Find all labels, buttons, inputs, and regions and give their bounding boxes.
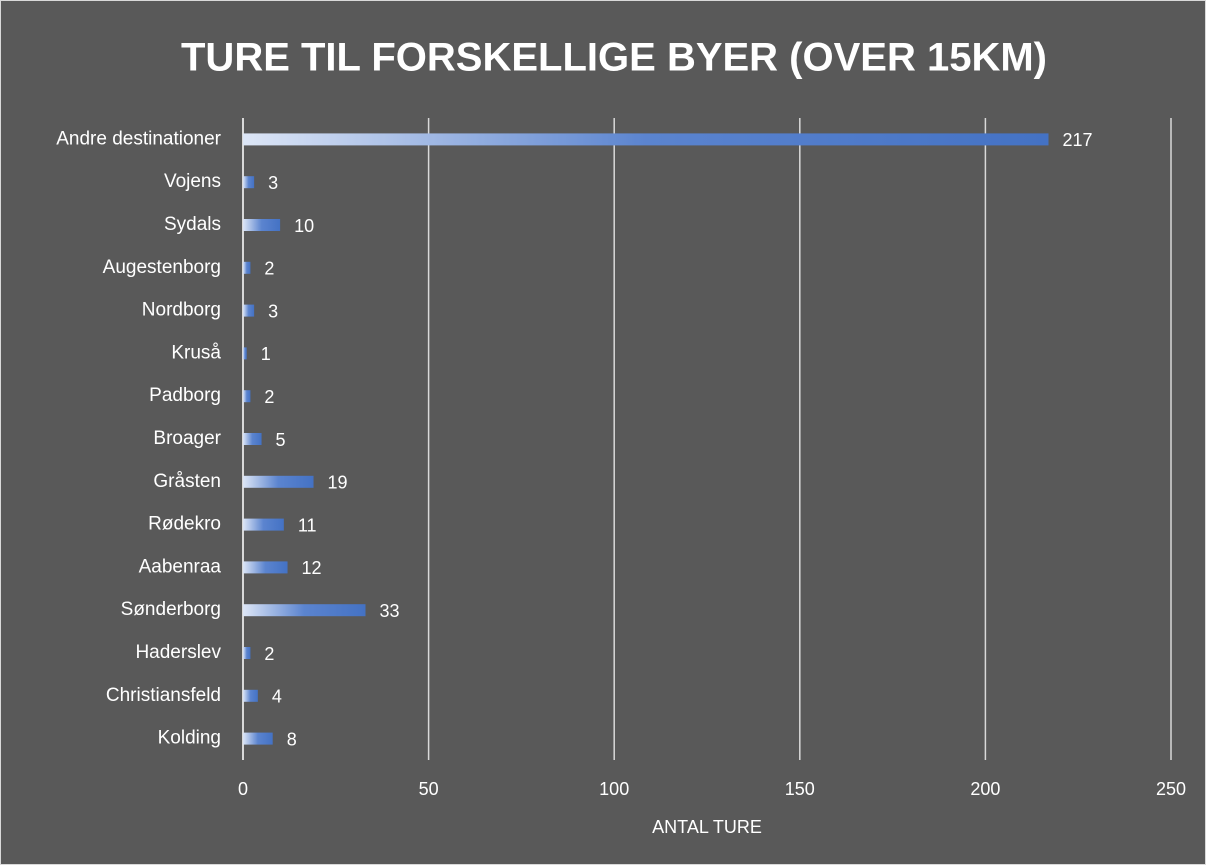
data-label: 1 [261, 344, 271, 364]
data-label: 10 [294, 216, 314, 236]
data-label: 8 [287, 729, 297, 749]
data-label: 217 [1063, 130, 1093, 150]
data-label: 33 [379, 601, 399, 621]
bar [243, 176, 255, 189]
y-tick-label: Christiansfeld [106, 685, 221, 706]
x-tick-label: 100 [599, 779, 629, 799]
y-tick-label: Padborg [149, 385, 221, 406]
bar [243, 732, 273, 745]
data-label: 19 [328, 473, 348, 493]
bar [243, 304, 255, 317]
data-label: 5 [276, 430, 286, 450]
y-tick-label: Kolding [158, 728, 221, 749]
bar [243, 561, 288, 574]
data-label: 12 [302, 558, 322, 578]
data-label: 2 [264, 387, 274, 407]
y-tick-label: Gråsten [153, 471, 221, 492]
bar [243, 347, 247, 360]
y-tick-label: Rødekro [148, 514, 221, 535]
bar [243, 219, 281, 231]
y-tick-label: Haderslev [135, 642, 221, 663]
data-label: 2 [264, 644, 274, 664]
data-label: 3 [268, 301, 278, 321]
x-tick-label: 250 [1156, 779, 1186, 799]
x-tick-label: 200 [970, 779, 1000, 799]
bar [243, 433, 262, 445]
bar [243, 475, 314, 488]
bar [243, 390, 251, 403]
chart-title: TURE TIL FORSKELLIGE BYER (OVER 15KM) [181, 36, 1047, 80]
bar [243, 518, 284, 531]
bar [243, 604, 366, 617]
data-label: 2 [264, 259, 274, 279]
y-tick-label: Vojens [164, 171, 221, 192]
y-tick-label: Augestenborg [103, 257, 221, 278]
data-label: 11 [298, 515, 317, 535]
x-tick-label: 50 [419, 779, 439, 799]
bar [243, 133, 1049, 146]
bar [243, 689, 258, 702]
x-tick-label: 150 [785, 779, 815, 799]
y-tick-label: Kruså [171, 342, 221, 363]
x-axis-label: ANTAL TURE [652, 817, 762, 837]
y-tick-label: Nordborg [142, 300, 221, 321]
data-label: 3 [268, 173, 278, 193]
y-tick-label: Aabenraa [139, 556, 222, 577]
y-tick-label: Broager [153, 428, 221, 449]
y-tick-label: Sydals [164, 214, 221, 235]
bar [243, 261, 251, 274]
x-tick-label: 0 [238, 779, 248, 799]
bar [243, 647, 251, 659]
y-tick-label: Andre destinationer [56, 128, 221, 149]
data-label: 4 [272, 687, 282, 707]
y-tick-label: Sønderborg [121, 599, 221, 620]
